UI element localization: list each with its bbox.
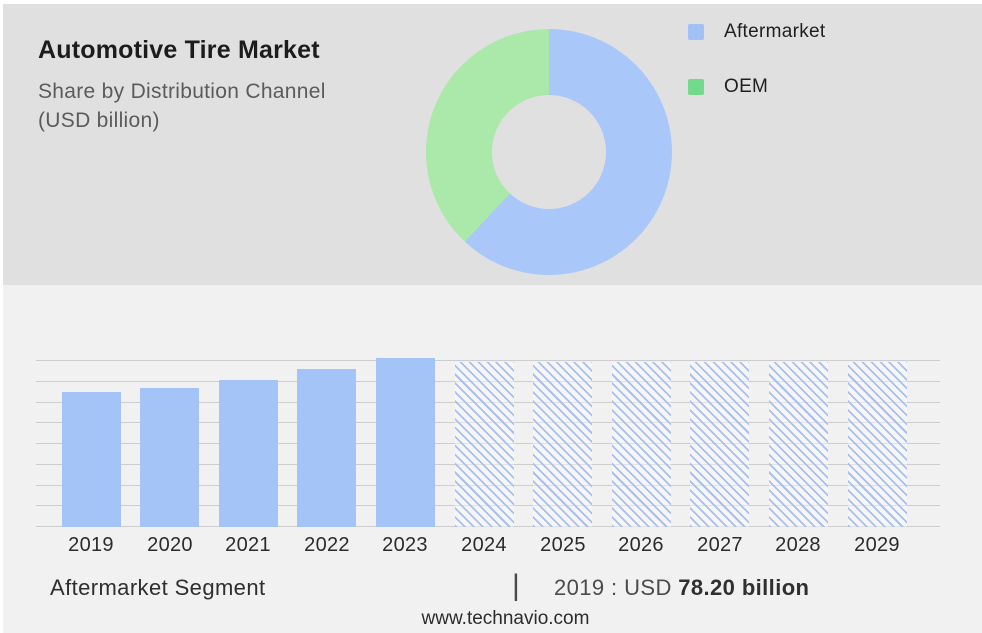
page-title: Automotive Tire Market [38, 36, 320, 64]
bar-2022 [297, 369, 356, 527]
x-axis-label-2029: 2029 [854, 534, 900, 556]
footer-value-prefix: 2019 : USD [554, 575, 679, 600]
donut-legend: Aftermarket OEM [688, 21, 826, 131]
page-subtitle: Share by Distribution Channel (USD billi… [38, 77, 408, 135]
website-label: www.technavio.com [421, 608, 590, 629]
legend-label-oem: OEM [724, 76, 769, 97]
aftermarket-swatch-icon [688, 24, 704, 40]
bar-2021 [219, 380, 278, 527]
bar-2026 [612, 362, 671, 527]
x-axis-label-2025: 2025 [540, 534, 586, 556]
legend-item-aftermarket: Aftermarket [688, 21, 826, 43]
header-panel: Automotive Tire Market Share by Distribu… [3, 4, 982, 285]
x-axis-label-2024: 2024 [461, 534, 507, 556]
bar-2025 [533, 362, 592, 527]
footer-separator: | [512, 569, 520, 602]
footer-value: 2019 : USD 78.20 billion [554, 575, 809, 601]
x-axis-label-2019: 2019 [68, 534, 114, 556]
x-axis-label-2026: 2026 [618, 534, 664, 556]
footer-value-bold: 78.20 billion [678, 575, 810, 600]
bar-2027 [690, 362, 749, 527]
oem-swatch-icon [688, 79, 704, 95]
x-axis-label-2022: 2022 [304, 534, 350, 556]
gridline-0 [36, 360, 940, 361]
bar-2019 [62, 392, 121, 527]
bar-2020 [140, 388, 199, 527]
bar-chart-panel: 2019 2020 2021 2022 2023 2024 2025 2026 2027 2028… [3, 285, 982, 633]
donut-chart [426, 29, 672, 275]
segment-label: Aftermarket Segment [50, 575, 266, 600]
x-axis-label-2023: 2023 [382, 534, 428, 556]
bar-2023 [376, 358, 435, 527]
subtitle-line-2: (USD billion) [38, 109, 160, 132]
legend-label-aftermarket: Aftermarket [724, 21, 826, 42]
subtitle-line-1: Share by Distribution Channel [38, 80, 326, 103]
bar-2029 [848, 362, 907, 527]
legend-item-oem: OEM [688, 76, 826, 98]
title-block: Automotive Tire Market Share by Distribu… [38, 36, 408, 135]
bar-2028 [769, 362, 828, 527]
donut-hole [492, 95, 606, 209]
bar-2024 [455, 362, 514, 527]
x-axis-label-2021: 2021 [225, 534, 271, 556]
x-axis-label-2020: 2020 [147, 534, 193, 556]
bar-chart-plot: 2019 2020 2021 2022 2023 2024 2025 2026 2027 2028… [36, 358, 940, 556]
x-axis-label-2028: 2028 [775, 534, 821, 556]
x-axis-label-2027: 2027 [697, 534, 743, 556]
